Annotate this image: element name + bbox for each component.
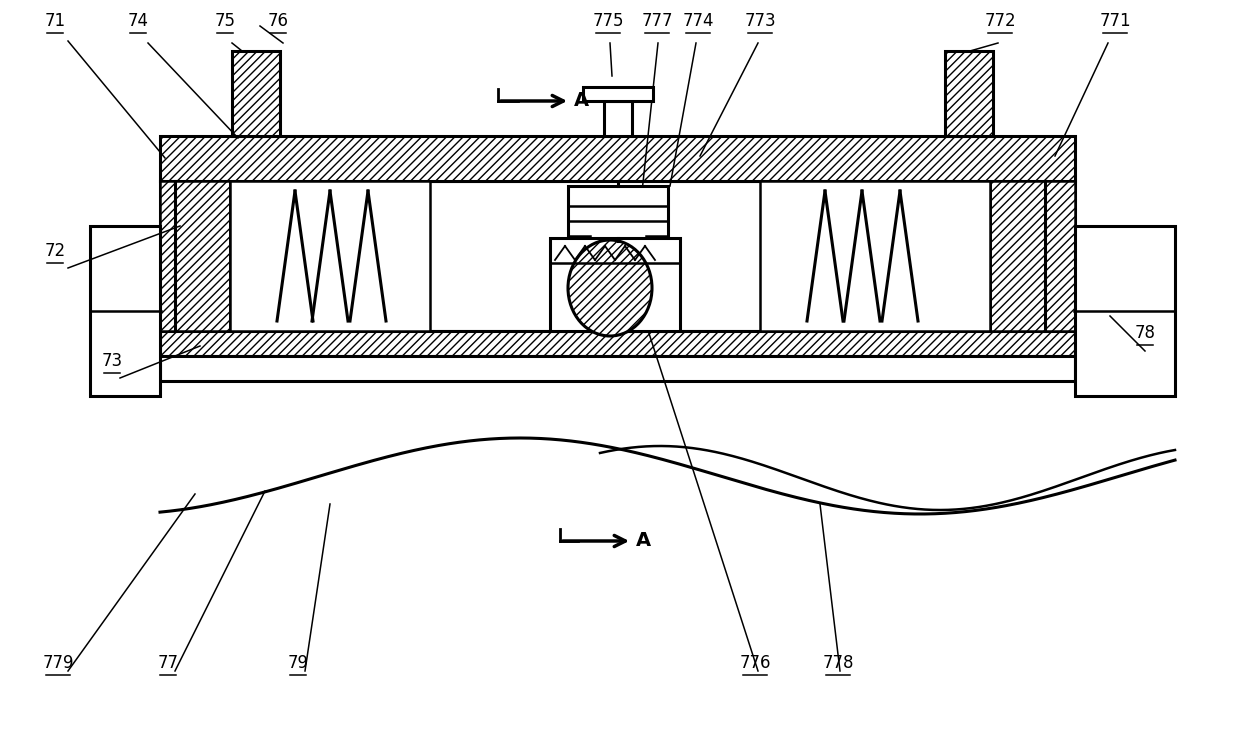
Bar <box>1075 226 1176 396</box>
Bar <box>160 331 1075 356</box>
Bar <box>646 236 668 261</box>
Text: 78: 78 <box>1135 324 1156 342</box>
Text: 779: 779 <box>42 654 73 672</box>
Bar <box>551 238 680 331</box>
Bar <box>232 51 280 136</box>
Text: 771: 771 <box>1099 12 1131 30</box>
Text: 777: 777 <box>641 12 673 30</box>
Text: 72: 72 <box>45 242 66 260</box>
Bar <box>945 51 993 136</box>
Bar <box>160 356 1075 381</box>
Bar <box>229 181 430 331</box>
Text: 79: 79 <box>288 654 309 672</box>
Text: 772: 772 <box>985 12 1016 30</box>
Bar <box>160 181 1075 331</box>
Bar <box>160 181 175 331</box>
Text: 776: 776 <box>739 654 771 672</box>
Bar <box>160 181 229 331</box>
Text: A: A <box>636 531 651 551</box>
Text: 74: 74 <box>128 12 149 30</box>
Bar <box>568 236 590 261</box>
Bar <box>568 186 668 241</box>
Text: 775: 775 <box>593 12 624 30</box>
Ellipse shape <box>568 240 652 336</box>
Bar <box>1045 181 1075 331</box>
Text: 773: 773 <box>744 12 776 30</box>
Bar <box>160 136 1075 181</box>
Text: 77: 77 <box>157 654 179 672</box>
Bar <box>604 101 632 136</box>
Bar <box>990 181 1075 331</box>
Text: 774: 774 <box>682 12 714 30</box>
Text: A: A <box>574 91 589 110</box>
Text: 73: 73 <box>102 352 123 370</box>
Bar <box>760 181 990 331</box>
Text: 75: 75 <box>215 12 236 30</box>
Bar <box>91 226 160 396</box>
Bar <box>583 87 653 101</box>
Text: 76: 76 <box>268 12 289 30</box>
Text: 778: 778 <box>822 654 854 672</box>
Text: 71: 71 <box>45 12 66 30</box>
